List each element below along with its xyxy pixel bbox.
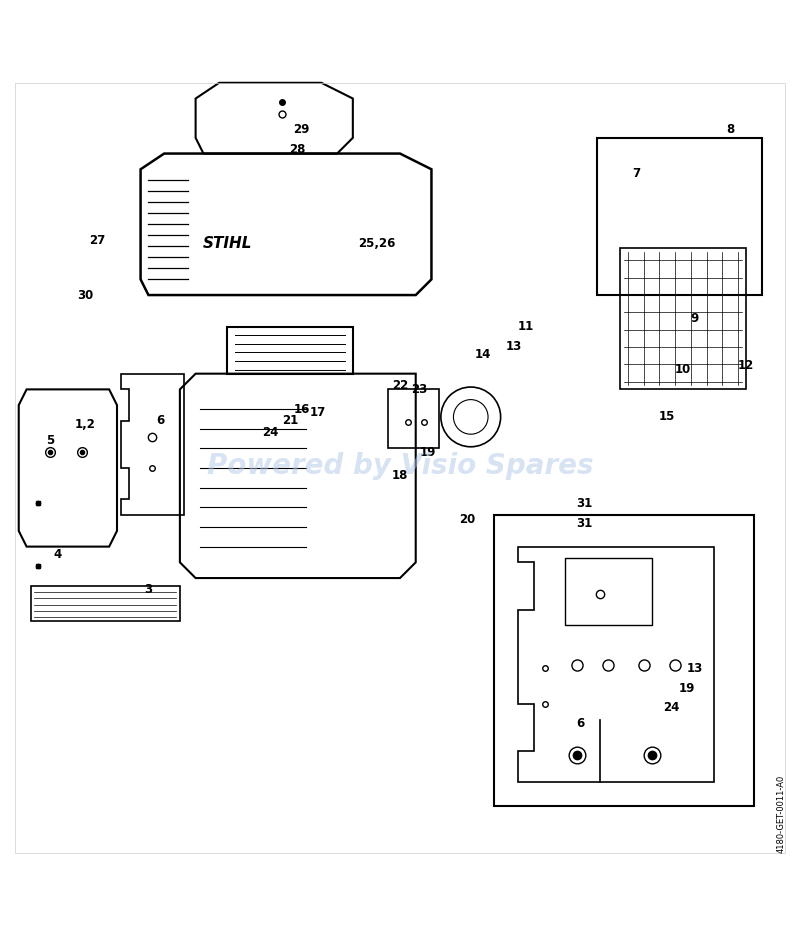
Text: 20: 20 [458,513,475,526]
Text: 13: 13 [506,340,522,353]
Text: Powered by Visio Spares: Powered by Visio Spares [206,452,594,480]
Text: 23: 23 [411,383,428,396]
Text: 14: 14 [474,347,490,360]
Text: 9: 9 [690,312,699,325]
Text: 27: 27 [90,233,106,246]
Text: 11: 11 [518,320,534,333]
Text: 12: 12 [738,359,754,373]
Text: 28: 28 [290,143,306,156]
Text: 30: 30 [78,288,94,301]
Text: 24: 24 [663,701,679,714]
Text: 4180-GET-0011-A0: 4180-GET-0011-A0 [776,775,785,854]
Text: 24: 24 [262,426,278,439]
Text: 18: 18 [392,469,408,482]
Text: 3: 3 [144,583,153,596]
Text: 4: 4 [54,548,62,561]
Text: 25,26: 25,26 [358,238,395,251]
Text: 19: 19 [678,681,695,695]
Text: 31: 31 [577,497,593,510]
Text: 10: 10 [675,363,691,376]
Text: 13: 13 [686,662,703,675]
Text: 19: 19 [419,446,436,459]
Text: 15: 15 [659,410,675,423]
Text: STIHL: STIHL [202,236,252,251]
Text: 1,2: 1,2 [75,418,96,431]
Bar [620,248,746,389]
Bar [388,389,439,448]
Text: 8: 8 [726,124,734,137]
Text: 22: 22 [392,379,408,392]
Bar [494,515,754,806]
Text: 7: 7 [632,167,640,180]
Text: 5: 5 [46,434,54,447]
Text: 6: 6 [156,415,164,428]
Text: 6: 6 [577,717,585,730]
Text: 17: 17 [310,406,326,419]
Text: 21: 21 [282,415,298,428]
Text: 31: 31 [577,517,593,530]
Text: 29: 29 [294,124,310,137]
Text: 16: 16 [294,402,310,416]
Bar [565,559,651,625]
